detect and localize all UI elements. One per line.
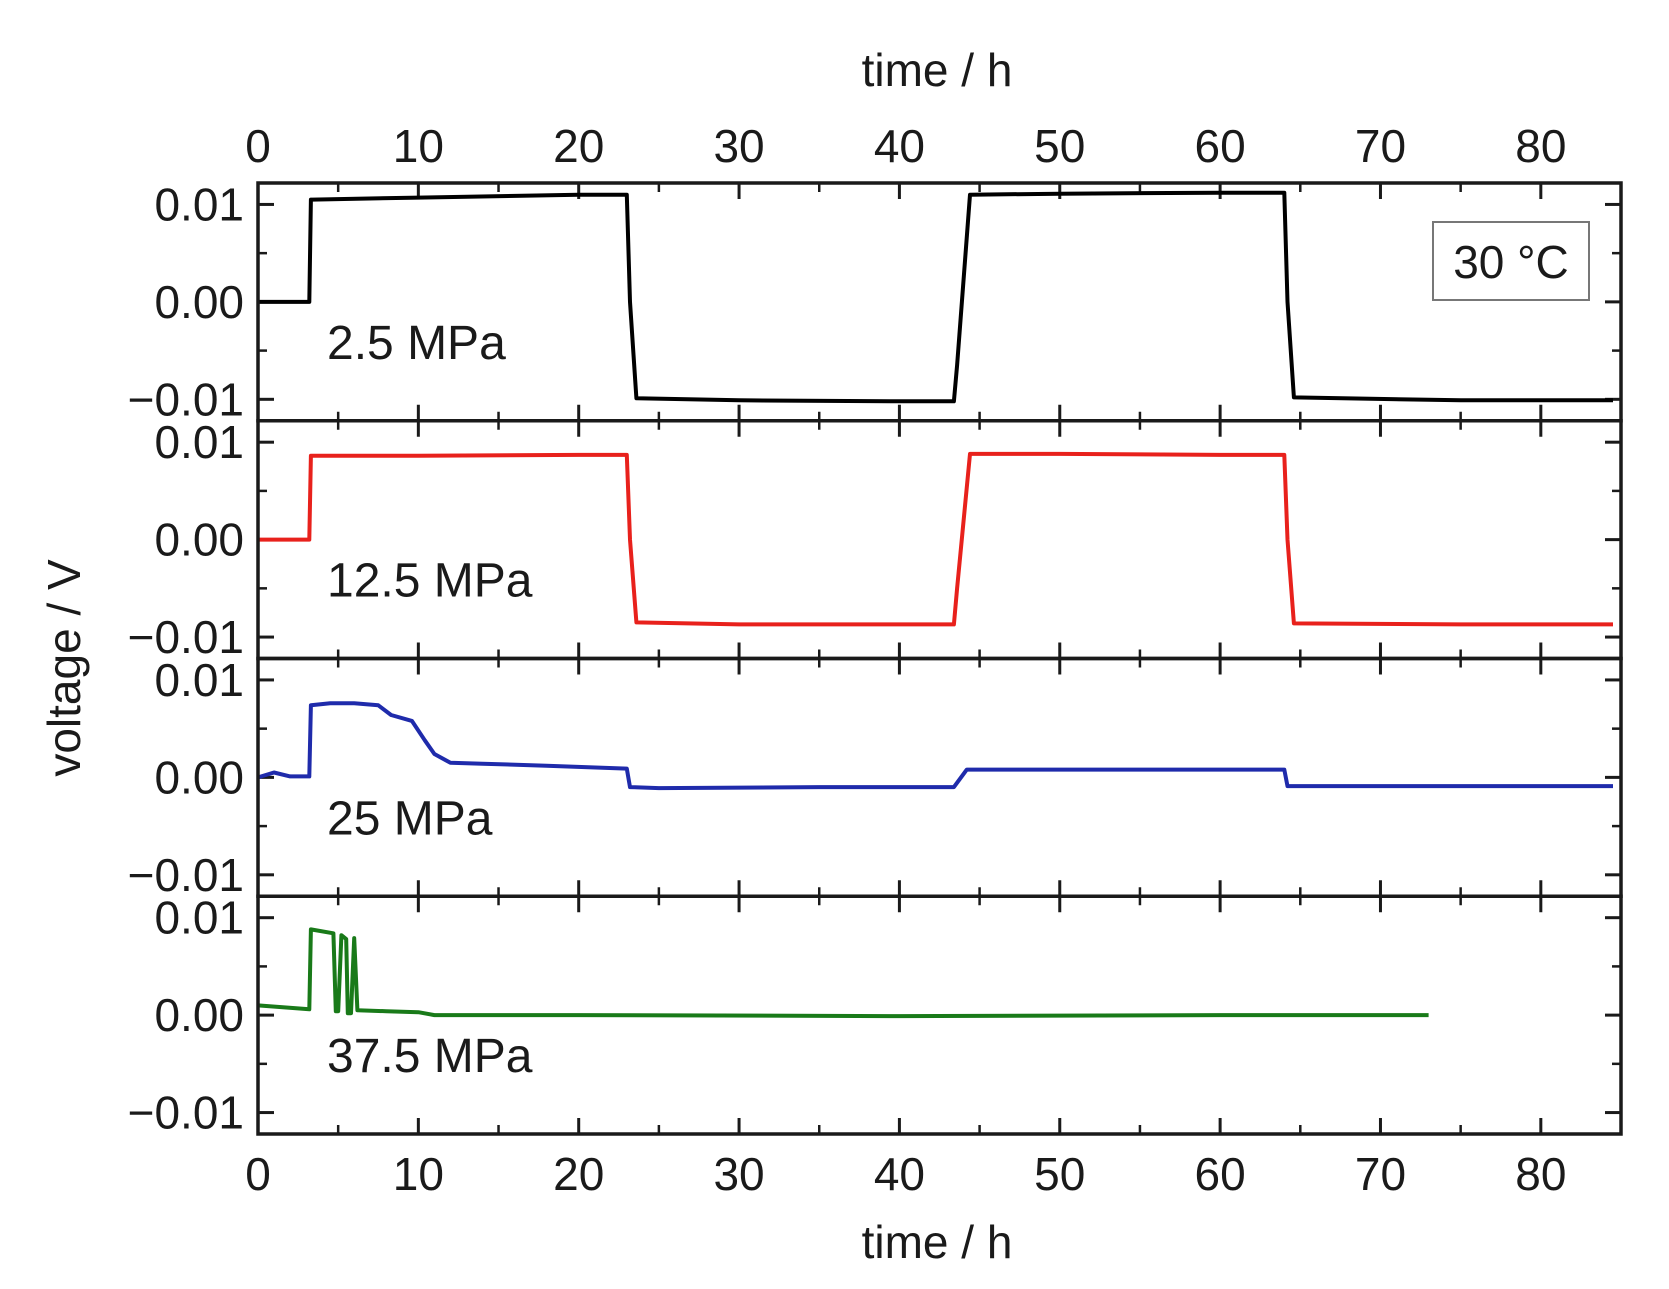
- y-tick-label: 0.01: [154, 178, 244, 230]
- bottom-x-tick-label: 40: [874, 1148, 925, 1200]
- top-x-tick-labels: 0 10 20 30 40 50 60 70 80: [245, 120, 1566, 172]
- series-line-1: [258, 190, 1613, 404]
- top-x-tick-label: 40: [874, 120, 925, 172]
- y-tick-label: 0.01: [154, 654, 244, 706]
- bottom-x-tick-label: 20: [553, 1148, 604, 1200]
- bottom-x-axis-title: time / h: [862, 1216, 1013, 1268]
- top-x-tick-label: 10: [393, 120, 444, 172]
- top-x-tick-label: 70: [1355, 120, 1406, 172]
- y-tick-label: −0.01: [128, 849, 244, 901]
- top-x-tick-label: 60: [1195, 120, 1246, 172]
- panel-3: 0.01 0.00 −0.01 25 MPa: [128, 654, 1623, 901]
- series-line-2: [258, 451, 1613, 627]
- panel-label-1: 2.5 MPa: [327, 317, 506, 370]
- bottom-x-tick-label: 60: [1195, 1148, 1246, 1200]
- y-tick-label: −0.01: [128, 611, 244, 663]
- panel-frame-3: [256, 656, 1623, 898]
- panel-label-2: 12.5 MPa: [327, 555, 533, 608]
- y-tick-label: −0.01: [128, 373, 244, 425]
- top-x-tick-label: 0: [245, 120, 271, 172]
- panel-label-3: 25 MPa: [327, 792, 493, 845]
- bottom-x-tick-label: 10: [393, 1148, 444, 1200]
- series-line-3: [257, 701, 1613, 791]
- panel-frame-4: [256, 894, 1623, 1136]
- temperature-badge-box: [1432, 221, 1590, 301]
- bottom-x-tick-label: 0: [245, 1148, 271, 1200]
- bottom-x-tick-label: 50: [1034, 1148, 1085, 1200]
- plot-frame: [256, 181, 1623, 1136]
- bottom-x-tick-label: 80: [1515, 1148, 1566, 1200]
- temperature-badge: 30 °C: [1432, 221, 1590, 301]
- y-tick-label: 0.01: [154, 892, 244, 944]
- top-x-tick-label: 20: [553, 120, 604, 172]
- panel-1: 0.01 0.00 −0.01 2.5 MPa: [128, 178, 1623, 425]
- bottom-x-tick-label: 70: [1355, 1148, 1406, 1200]
- y-tick-label: 0.01: [154, 416, 244, 468]
- top-x-tick-label: 80: [1515, 120, 1566, 172]
- y-tick-label: 0.00: [154, 514, 244, 566]
- temperature-badge-text: 30 °C: [1453, 236, 1569, 288]
- series-line-4: [257, 927, 1429, 1019]
- y-axis-title: voltage / V: [38, 559, 90, 777]
- top-x-axis-title: time / h: [862, 44, 1013, 96]
- bottom-x-tick-label: 30: [713, 1148, 764, 1200]
- y-tick-label: −0.01: [128, 1087, 244, 1139]
- panel-label-4: 37.5 MPa: [327, 1030, 533, 1083]
- y-tick-label: 0.00: [154, 751, 244, 803]
- panel-frame-1: [256, 181, 1623, 423]
- y-tick-label: 0.00: [154, 276, 244, 328]
- panel-4: 0.01 0.00 −0.01 37.5 MPa: [128, 892, 1623, 1139]
- y-tick-label: 0.00: [154, 989, 244, 1041]
- top-x-tick-label: 30: [713, 120, 764, 172]
- bottom-x-tick-labels: 0 10 20 30 40 50 60 70 80: [245, 1148, 1566, 1200]
- top-x-tick-label: 50: [1034, 120, 1085, 172]
- panel-2: 0.01 0.00 −0.01 12.5 MPa: [128, 416, 1623, 663]
